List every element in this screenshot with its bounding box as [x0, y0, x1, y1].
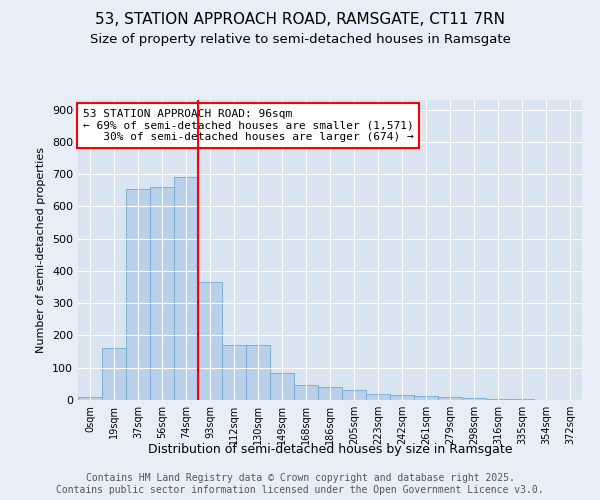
- Text: Size of property relative to semi-detached houses in Ramsgate: Size of property relative to semi-detach…: [89, 32, 511, 46]
- Text: Contains HM Land Registry data © Crown copyright and database right 2025.
Contai: Contains HM Land Registry data © Crown c…: [56, 474, 544, 495]
- Bar: [222, 345, 246, 400]
- Text: Distribution of semi-detached houses by size in Ramsgate: Distribution of semi-detached houses by …: [148, 442, 512, 456]
- Bar: [342, 390, 366, 400]
- Bar: [438, 397, 462, 400]
- Bar: [294, 384, 318, 400]
- Text: 53, STATION APPROACH ROAD, RAMSGATE, CT11 7RN: 53, STATION APPROACH ROAD, RAMSGATE, CT1…: [95, 12, 505, 28]
- Bar: [198, 282, 222, 400]
- Bar: [78, 398, 102, 400]
- Bar: [414, 396, 438, 400]
- Bar: [366, 394, 390, 400]
- Bar: [126, 188, 150, 400]
- Bar: [462, 398, 486, 400]
- Bar: [270, 372, 294, 400]
- Bar: [246, 345, 270, 400]
- Y-axis label: Number of semi-detached properties: Number of semi-detached properties: [37, 147, 46, 353]
- Bar: [390, 396, 414, 400]
- Bar: [102, 348, 126, 400]
- Bar: [318, 387, 342, 400]
- Bar: [486, 399, 510, 400]
- Bar: [150, 187, 174, 400]
- Bar: [174, 178, 198, 400]
- Text: 53 STATION APPROACH ROAD: 96sqm
← 69% of semi-detached houses are smaller (1,571: 53 STATION APPROACH ROAD: 96sqm ← 69% of…: [83, 109, 414, 142]
